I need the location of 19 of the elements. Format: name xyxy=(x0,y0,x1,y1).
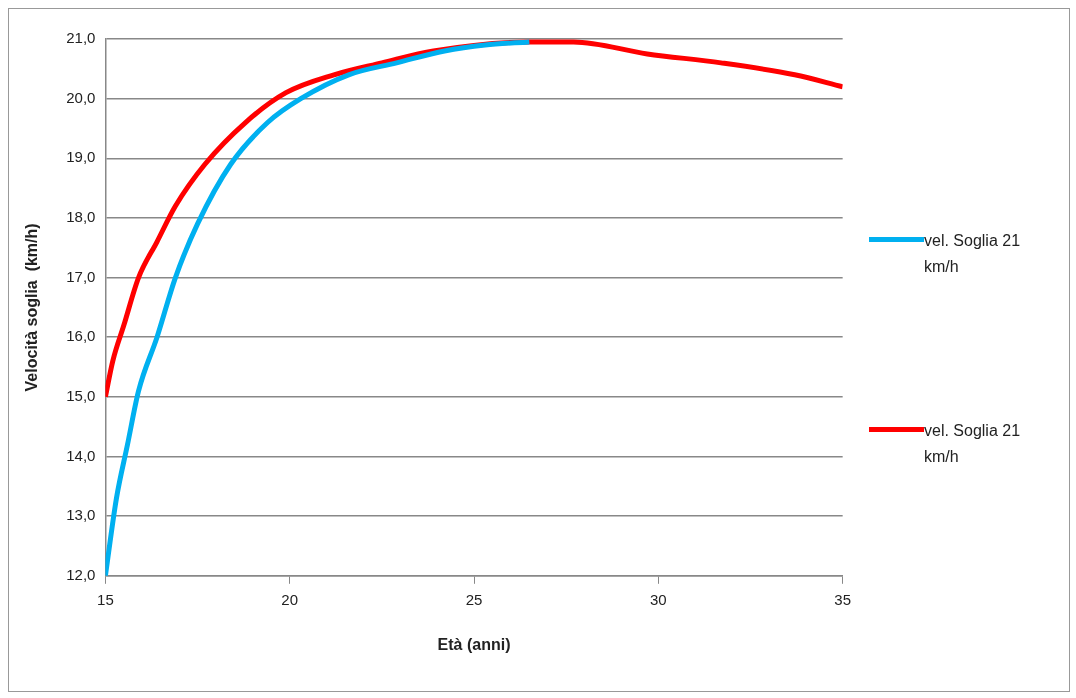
y-tick-label: 16,0 xyxy=(66,327,96,345)
y-tick-label: 21,0 xyxy=(66,29,96,47)
legend-label: vel. Soglia 21 km/h xyxy=(924,231,1022,277)
y-tick-label: 13,0 xyxy=(66,506,96,524)
x-tick-label: 35 xyxy=(834,590,851,608)
x-tick-label: 20 xyxy=(281,590,299,608)
x-tick-label: 30 xyxy=(650,590,667,608)
y-tick-label: 19,0 xyxy=(66,148,96,166)
x-tick-label: 25 xyxy=(465,590,483,608)
y-tick-label: 18,0 xyxy=(66,208,96,226)
x-tick-label: 15 xyxy=(97,590,114,608)
y-tick-label: 14,0 xyxy=(66,446,96,464)
y-tick-label: 17,0 xyxy=(66,267,96,285)
y-axis-title: Velocità soglia (km/h) xyxy=(23,223,41,392)
y-tick-label: 12,0 xyxy=(66,565,96,583)
legend-label: vel. Soglia 21 km/h xyxy=(924,421,1022,467)
y-tick-label: 15,0 xyxy=(66,387,96,405)
y-tick-label: 20,0 xyxy=(66,88,96,106)
x-axis-title: Età (anni) xyxy=(437,635,511,653)
